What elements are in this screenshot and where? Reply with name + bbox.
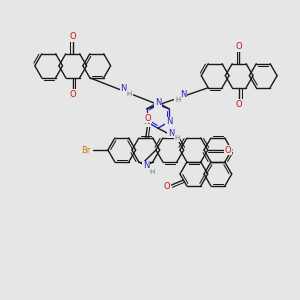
Text: H: H: [175, 135, 180, 141]
Text: H: H: [127, 91, 132, 97]
Text: N: N: [143, 161, 149, 170]
Text: H: H: [149, 169, 154, 175]
Text: O: O: [163, 182, 170, 191]
Text: N: N: [120, 84, 127, 93]
Text: N: N: [168, 129, 175, 138]
Text: O: O: [69, 90, 76, 99]
Text: N: N: [166, 117, 172, 126]
Text: O: O: [69, 32, 76, 41]
Text: N: N: [155, 98, 161, 107]
Text: H: H: [175, 97, 180, 103]
Text: O: O: [236, 42, 242, 51]
Text: O: O: [224, 146, 231, 154]
Text: O: O: [145, 114, 151, 123]
Text: O: O: [236, 100, 242, 109]
Text: N: N: [144, 117, 150, 126]
Text: Br: Br: [81, 146, 91, 154]
Text: N: N: [180, 90, 187, 99]
